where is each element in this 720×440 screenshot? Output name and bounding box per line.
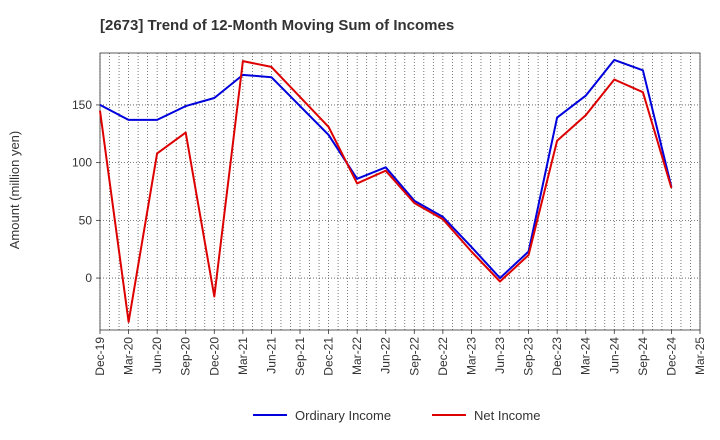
- plot-frame: [99, 52, 701, 331]
- chart-title: [2673] Trend of 12-Month Moving Sum of I…: [100, 17, 454, 34]
- x-tick-label: Mar-23: [464, 337, 478, 375]
- x-tick-label: Mar-24: [579, 337, 593, 375]
- x-tick-label: Jun-24: [607, 337, 621, 374]
- x-tick-label: Mar-21: [236, 337, 250, 375]
- x-tick-label: Jun-21: [264, 337, 278, 374]
- x-tick-label: Mar-25: [693, 337, 707, 375]
- y-axis-label: Amount (million yen): [7, 131, 22, 250]
- x-tick-label: Jun-23: [493, 337, 507, 374]
- x-tick-label: Sep-23: [522, 337, 536, 376]
- x-tick-label: Sep-20: [179, 337, 193, 376]
- x-tick-label: Dec-23: [550, 337, 564, 376]
- x-tick-label: Dec-21: [322, 337, 336, 376]
- plot-border: [99, 52, 701, 331]
- y-axis-ticks: 0 50 100 150: [72, 98, 100, 285]
- x-tick-label: Sep-21: [293, 337, 307, 376]
- x-tick-label: Sep-22: [407, 337, 421, 376]
- x-tick-label: Dec-22: [436, 337, 450, 376]
- x-tick-label: Sep-24: [636, 337, 650, 376]
- legend: Ordinary Income Net Income: [253, 408, 540, 423]
- x-tick-label: Jun-20: [150, 337, 164, 374]
- x-axis-ticks: Dec-19 Mar-20 Jun-20 Sep-20 Dec-20 Mar-21 Jun-…: [93, 330, 707, 376]
- y-tick-label: 150: [72, 98, 92, 112]
- y-tick-label: 50: [79, 213, 93, 227]
- x-tick-label: Dec-19: [93, 337, 107, 376]
- x-tick-label: Mar-20: [122, 337, 136, 375]
- x-tick-label: Dec-24: [664, 337, 678, 376]
- x-tick-label: Jun-22: [379, 337, 393, 374]
- series-line-ordinary-income: [99, 58, 673, 280]
- x-tick-label: Dec-20: [207, 337, 221, 376]
- x-tick-label: Mar-22: [350, 337, 364, 375]
- legend-label: Net Income: [474, 408, 540, 423]
- grid: [99, 53, 701, 330]
- legend-label: Ordinary Income: [295, 408, 391, 423]
- series-lines: [99, 58, 673, 323]
- y-tick-label: 0: [85, 271, 92, 285]
- y-tick-label: 100: [72, 156, 92, 170]
- series-line-net-income: [99, 60, 673, 323]
